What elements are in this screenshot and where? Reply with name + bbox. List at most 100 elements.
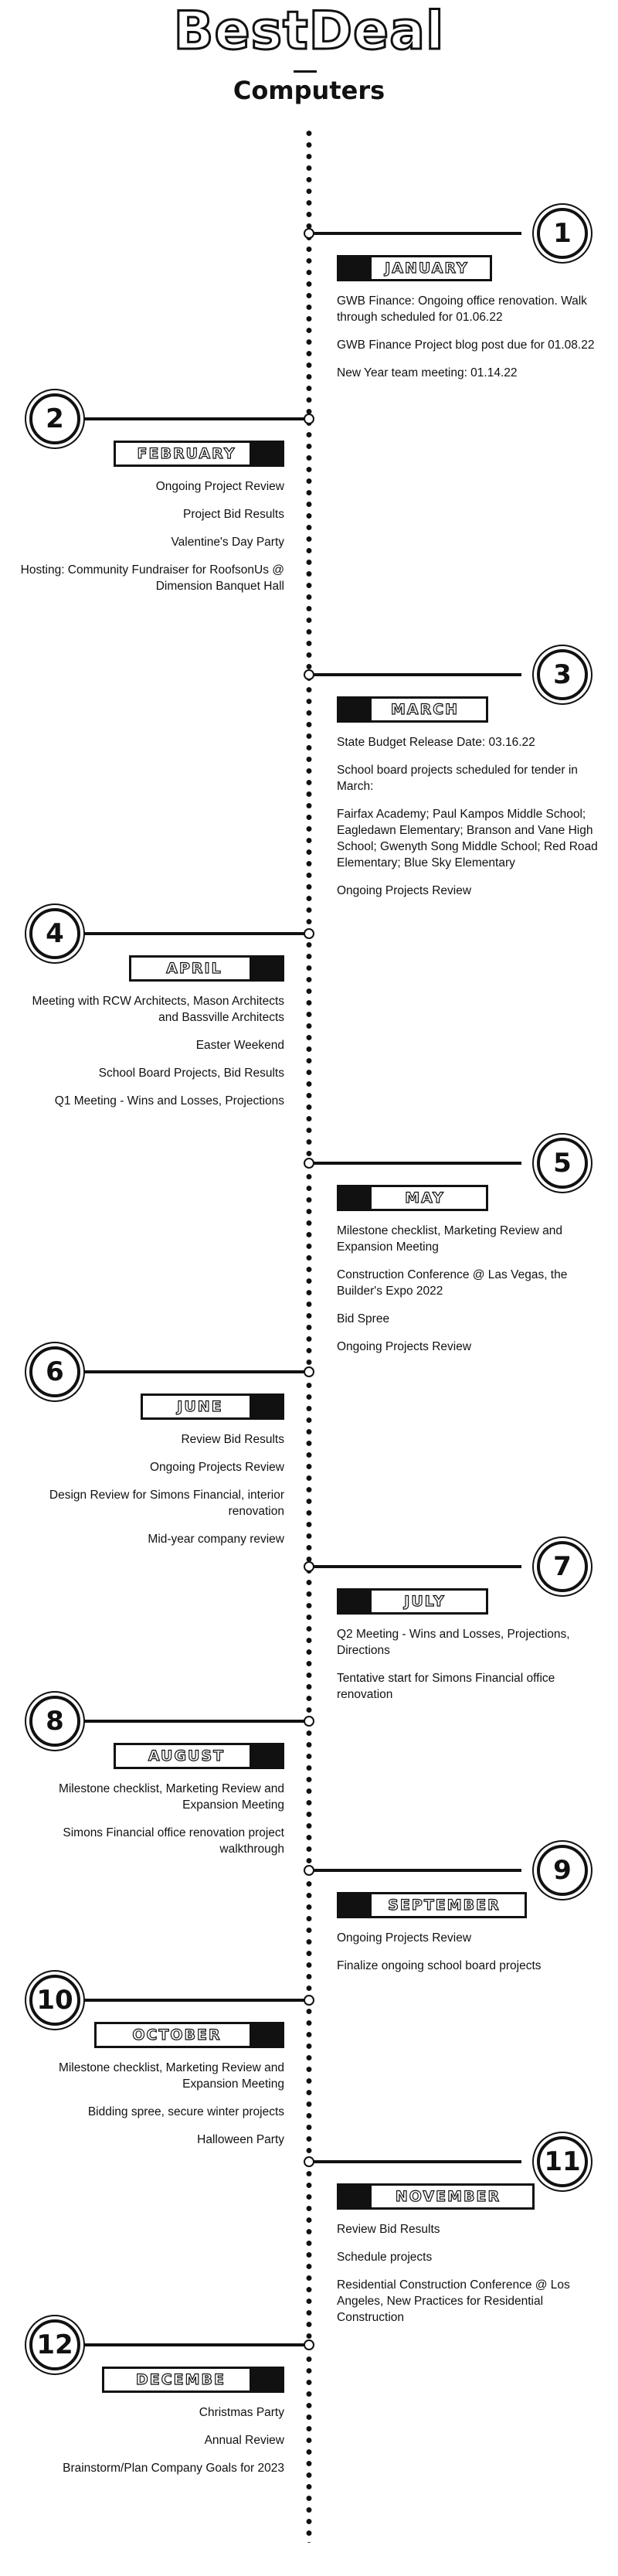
month-number: 10	[36, 1985, 73, 2016]
month-number: 9	[553, 1855, 572, 1886]
timeline-node	[304, 928, 314, 939]
month-number: 8	[46, 1706, 64, 1737]
label-accent-bar	[339, 1187, 372, 1209]
month-name: AUGUST	[148, 1747, 226, 1764]
event-item: Bid Spree	[337, 1312, 390, 1325]
event-item: Finalize ongoing school board projects	[337, 1959, 542, 1972]
month-number-badge: 8	[29, 1696, 80, 1747]
event-list-april: Meeting with RCW Architects, Mason Archi…	[10, 993, 284, 1121]
month-number-badge: 10	[29, 1975, 80, 2026]
event-item: Halloween Party	[197, 2133, 284, 2146]
month-label-april: APRIL	[129, 955, 284, 982]
branch-connector	[77, 1370, 309, 1373]
month-label-decembe: DECEMBE	[102, 2367, 284, 2393]
label-accent-bar	[250, 1396, 282, 1417]
branch-connector	[309, 2160, 521, 2163]
event-item: Milestone checklist, Marketing Review an…	[58, 2061, 284, 2091]
branch-connector	[309, 1869, 521, 1872]
month-name: JULY	[404, 1592, 446, 1610]
event-item: Christmas Party	[199, 2406, 284, 2419]
label-accent-bar	[250, 2369, 282, 2391]
month-label-march: MARCH	[337, 696, 488, 723]
event-item: Ongoing Project Review	[155, 480, 284, 493]
event-item: Residential Construction Conference @ Lo…	[337, 2278, 570, 2324]
month-label-october: OCTOBER	[94, 2022, 284, 2048]
month-label-august: AUGUST	[114, 1743, 284, 1769]
event-item: GWB Finance: Ongoing office renovation. …	[337, 294, 587, 324]
event-item: Design Review for Simons Financial, inte…	[49, 1489, 284, 1518]
event-list-june: Review Bid Results Ongoing Projects Revie…	[10, 1431, 284, 1559]
event-list-august: Milestone checklist, Marketing Review an…	[10, 1781, 284, 1869]
month-name: APRIL	[166, 959, 222, 977]
page-subtitle: Computers	[233, 76, 385, 105]
month-number-badge: 3	[537, 649, 588, 700]
month-name: SEPTEMBER	[388, 1896, 501, 1914]
event-item: Review Bid Results	[181, 1433, 284, 1446]
month-number: 12	[36, 2329, 73, 2360]
event-item: School Board Projects, Bid Results	[98, 1067, 284, 1080]
event-item: Project Bid Results	[183, 508, 284, 521]
month-name: JUNE	[177, 1397, 223, 1415]
label-accent-bar	[339, 257, 372, 279]
event-list-february: Ongoing Project Review Project Bid Result…	[10, 478, 284, 606]
label-accent-bar	[339, 1894, 372, 1916]
event-item: Simons Financial office renovation proje…	[63, 1826, 284, 1856]
month-number-badge: 4	[29, 908, 80, 959]
label-accent-bar	[250, 1745, 282, 1767]
month-number: 11	[544, 2146, 581, 2177]
branch-connector	[77, 2343, 309, 2346]
timeline-node	[304, 1716, 314, 1727]
event-item: Ongoing Projects Review	[337, 1340, 472, 1353]
event-item: Q1 Meeting - Wins and Losses, Projection…	[54, 1094, 284, 1108]
event-item: Hosting: Community Fundraiser for Roofso…	[20, 563, 284, 593]
month-number: 1	[553, 218, 572, 249]
month-number-badge: 2	[29, 393, 80, 444]
label-accent-bar	[250, 958, 282, 979]
month-name: JANUARY	[385, 259, 469, 277]
month-number: 6	[46, 1356, 64, 1387]
month-label-january: JANUARY	[337, 255, 492, 281]
event-list-march: State Budget Release Date: 03.16.22 Schoo…	[337, 734, 611, 910]
month-number-badge: 5	[537, 1138, 588, 1189]
event-item: Milestone checklist, Marketing Review an…	[337, 1224, 563, 1254]
event-list-may: Milestone checklist, Marketing Review an…	[337, 1223, 611, 1366]
month-label-may: MAY	[337, 1185, 488, 1211]
month-number-badge: 6	[29, 1346, 80, 1397]
event-item: Bidding spree, secure winter projects	[87, 2105, 284, 2118]
event-list-decembe: Christmas Party Annual Review Brainstorm/P…	[10, 2404, 284, 2488]
event-item: Valentine's Day Party	[171, 536, 284, 549]
branch-connector	[77, 932, 309, 935]
label-accent-bar	[339, 1591, 372, 1612]
event-list-september: Ongoing Projects Review Finalize ongoing …	[337, 1930, 611, 1986]
month-number-badge: 12	[29, 2319, 80, 2370]
event-item: Ongoing Projects Review	[337, 884, 472, 897]
event-item: Brainstorm/Plan Company Goals for 2023	[63, 2462, 284, 2475]
event-item: Meeting with RCW Architects, Mason Archi…	[32, 995, 284, 1024]
event-item: Q2 Meeting - Wins and Losses, Projection…	[337, 1628, 570, 1657]
month-name: MARCH	[390, 700, 460, 718]
month-number-badge: 1	[537, 208, 588, 259]
event-item: New Year team meeting: 01.14.22	[337, 366, 518, 379]
timeline-node	[304, 1995, 314, 2006]
brand-underline	[294, 70, 317, 73]
event-item: Tentative start for Simons Financial off…	[337, 1672, 555, 1701]
branch-connector	[309, 1565, 521, 1568]
timeline-node	[304, 2339, 314, 2350]
month-number: 2	[46, 403, 64, 434]
month-name: NOVEMBER	[395, 2187, 501, 2205]
timeline-node	[304, 669, 314, 680]
month-name: OCTOBER	[132, 2026, 222, 2043]
branch-connector	[309, 232, 521, 235]
label-accent-bar	[339, 2186, 372, 2207]
month-number: 5	[553, 1148, 572, 1179]
timeline-node	[304, 1366, 314, 1377]
event-item: Ongoing Projects Review	[337, 1931, 472, 1945]
month-name: DECEMBE	[135, 2370, 226, 2388]
brand-logo: BestDeal	[172, 1, 445, 62]
month-name: MAY	[405, 1189, 445, 1206]
branch-connector	[77, 1720, 309, 1723]
branch-connector	[77, 417, 309, 420]
event-item: Mid-year company review	[148, 1533, 284, 1546]
month-label-june: JUNE	[141, 1393, 284, 1420]
event-item: Schedule projects	[337, 2251, 433, 2264]
